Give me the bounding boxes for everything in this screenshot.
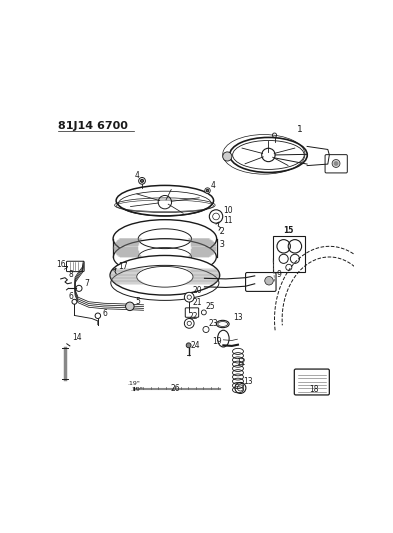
Circle shape — [76, 285, 82, 292]
Text: 22: 22 — [189, 312, 198, 321]
Text: 11: 11 — [224, 216, 233, 225]
Text: 19: 19 — [212, 337, 222, 346]
Circle shape — [72, 300, 77, 304]
Text: 6: 6 — [68, 292, 73, 301]
Text: 13: 13 — [234, 313, 243, 322]
Text: 20: 20 — [193, 286, 202, 295]
Text: 23: 23 — [209, 319, 219, 328]
Text: 10: 10 — [224, 206, 233, 215]
FancyBboxPatch shape — [66, 261, 84, 272]
FancyBboxPatch shape — [294, 369, 329, 395]
Ellipse shape — [116, 185, 214, 216]
FancyBboxPatch shape — [325, 155, 347, 173]
Circle shape — [126, 302, 134, 311]
Text: 6: 6 — [103, 309, 107, 318]
Circle shape — [223, 152, 232, 161]
Text: 5: 5 — [136, 297, 141, 306]
Text: 12: 12 — [237, 358, 246, 367]
Text: 7: 7 — [84, 279, 89, 288]
Text: 4: 4 — [211, 181, 215, 190]
Text: 2: 2 — [217, 227, 224, 236]
Circle shape — [206, 189, 209, 192]
Circle shape — [202, 310, 206, 315]
Text: 24: 24 — [190, 341, 200, 350]
Circle shape — [187, 321, 191, 326]
FancyBboxPatch shape — [185, 308, 199, 317]
Circle shape — [95, 313, 101, 319]
Circle shape — [141, 179, 143, 182]
Text: 4: 4 — [134, 171, 139, 180]
Text: 8: 8 — [69, 270, 73, 279]
Circle shape — [186, 343, 191, 348]
Text: 1: 1 — [298, 125, 303, 134]
Ellipse shape — [110, 255, 220, 295]
FancyBboxPatch shape — [246, 272, 276, 292]
Circle shape — [265, 277, 273, 285]
Text: 3: 3 — [217, 240, 225, 249]
Text: 14: 14 — [72, 333, 82, 342]
Ellipse shape — [113, 220, 217, 258]
Circle shape — [334, 161, 338, 165]
Circle shape — [139, 177, 145, 184]
Circle shape — [332, 159, 340, 167]
Text: 17: 17 — [118, 262, 128, 271]
Ellipse shape — [114, 239, 216, 275]
Text: 18: 18 — [310, 385, 319, 394]
Text: 13: 13 — [243, 376, 253, 385]
Text: .19": .19" — [128, 381, 141, 386]
Text: 25: 25 — [206, 302, 216, 311]
Text: .19": .19" — [131, 386, 143, 392]
Circle shape — [184, 292, 194, 302]
Circle shape — [187, 295, 191, 300]
Circle shape — [203, 326, 209, 333]
Circle shape — [205, 188, 210, 193]
Text: 21: 21 — [193, 298, 202, 307]
Text: 15: 15 — [283, 226, 293, 235]
Text: 26: 26 — [171, 384, 180, 393]
Bar — [273, 236, 305, 272]
Text: 81J14 6700: 81J14 6700 — [58, 120, 128, 131]
Text: 9: 9 — [276, 270, 281, 279]
Circle shape — [184, 319, 194, 328]
Text: 16: 16 — [56, 260, 66, 269]
